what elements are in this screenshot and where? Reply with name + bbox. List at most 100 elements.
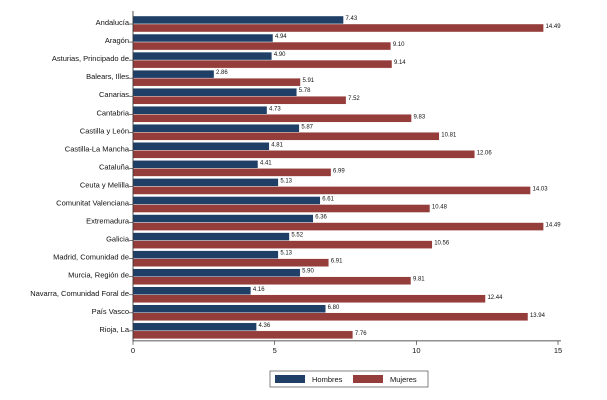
bar-hombres	[132, 33, 274, 43]
data-label-mujeres: 10.81	[441, 132, 457, 138]
data-label-mujeres: 14.49	[546, 24, 562, 30]
data-label-hombres: 2.86	[216, 70, 228, 76]
x-axis: 0 5 10 15	[129, 11, 562, 355]
bar-hombres	[132, 268, 301, 277]
bar-hombres	[132, 286, 252, 295]
data-label-mujeres: 13.94	[530, 313, 546, 319]
bar-hombres	[132, 142, 270, 151]
category-label: Madrid, Comunidad de	[53, 253, 129, 262]
data-label-mujeres: 6.99	[333, 168, 345, 174]
bar-mujeres	[132, 59, 393, 69]
category-label: Cantabria	[96, 108, 129, 117]
bar-hombres	[132, 160, 259, 169]
data-label-mujeres: 9.81	[413, 277, 425, 283]
data-label-hombres: 4.16	[253, 287, 265, 293]
bar-hombres	[132, 304, 326, 313]
category-label: Aragón	[105, 36, 129, 45]
bar-mujeres	[132, 114, 412, 123]
bar-mujeres	[132, 294, 486, 303]
data-label-mujeres: 10.56	[434, 241, 450, 247]
data-label-mujeres: 9.14	[394, 60, 406, 66]
bar-mujeres	[132, 77, 301, 87]
bar-hombres	[132, 214, 314, 223]
bar-mujeres	[132, 168, 332, 177]
data-label-mujeres: 9.10	[393, 42, 405, 48]
bar-mujeres	[132, 312, 529, 321]
bar-hombres	[132, 232, 290, 241]
data-label-hombres: 5.87	[301, 124, 313, 130]
category-label: Navarra, Comunidad Foral de	[30, 289, 129, 298]
data-label-hombres: 5.78	[299, 88, 311, 94]
data-label-hombres: 4.94	[275, 34, 287, 40]
x-tick-label: 10	[412, 346, 420, 355]
category-label: Ceuta y Melilla	[80, 180, 130, 189]
data-label-mujeres: 9.83	[414, 114, 426, 120]
bar-hombres	[132, 196, 321, 205]
bar-mujeres	[132, 204, 431, 213]
data-label-hombres: 4.36	[259, 323, 271, 329]
bar-hombres	[132, 250, 279, 259]
data-label-mujeres: 10.48	[432, 205, 448, 211]
category-label: Balears, Illes	[86, 72, 129, 81]
data-label-hombres: 4.41	[260, 160, 272, 166]
data-label-hombres: 5.90	[302, 269, 314, 275]
bar-hombres	[132, 124, 300, 133]
data-label-mujeres: 14.03	[533, 186, 549, 192]
data-label-hombres: 6.36	[315, 215, 327, 221]
bar-hombres	[132, 178, 279, 187]
data-label-hombres: 7.43	[346, 16, 358, 22]
bar-mujeres	[132, 95, 347, 105]
bar-mujeres	[132, 132, 440, 141]
category-label: Galicia	[106, 235, 130, 244]
data-label-hombres: 4.81	[271, 142, 283, 148]
category-label: Cataluña	[99, 162, 130, 171]
category-label: Andalucía	[96, 18, 130, 27]
x-tick-label: 5	[273, 346, 277, 355]
bar-hombres	[132, 69, 215, 79]
bar-mujeres	[132, 23, 544, 33]
bar-mujeres	[132, 276, 412, 285]
category-label: Rioja, La	[99, 325, 129, 334]
legend-swatch-mujeres	[353, 375, 383, 383]
bar-mujeres	[132, 258, 329, 267]
legend-label-mujeres: Mujeres	[390, 375, 417, 384]
bar-hombres	[132, 15, 344, 25]
data-label-mujeres: 12.44	[487, 295, 503, 301]
bar-mujeres	[132, 150, 475, 159]
data-label-hombres: 5.13	[280, 178, 292, 184]
legend-label-hombres: Hombres	[312, 375, 343, 384]
plot-area: Andalucía 7.43 14.49 Aragón 4.94 9.10 Asturias…	[30, 15, 562, 340]
category-label: Asturias, Principado de	[52, 54, 129, 63]
data-label-mujeres: 14.49	[546, 223, 562, 229]
data-label-mujeres: 12.06	[477, 150, 493, 156]
data-label-mujeres: 6.91	[331, 259, 343, 265]
category-label: Castilla-La Mancha	[65, 144, 130, 153]
bar-hombres	[132, 51, 273, 61]
category-label: Extremadura	[86, 217, 130, 226]
bar-hombres	[132, 87, 297, 97]
category-label: Comunitat Valenciana	[56, 199, 130, 208]
category-label: País Vasco	[92, 307, 129, 316]
legend-swatch-hombres	[275, 375, 305, 383]
data-label-hombres: 4.73	[269, 106, 281, 112]
x-tick-label: 0	[131, 346, 135, 355]
data-label-hombres: 5.52	[291, 233, 303, 239]
bar-mujeres	[132, 240, 433, 249]
data-label-hombres: 6.80	[328, 305, 340, 311]
legend: Hombres Mujeres	[269, 370, 429, 388]
bar-hombres	[132, 106, 268, 115]
bar-mujeres	[132, 41, 392, 51]
bar-hombres	[132, 322, 257, 332]
x-tick-label: 15	[554, 346, 562, 355]
data-label-mujeres: 7.76	[355, 331, 367, 337]
category-label: Canarias	[99, 90, 129, 99]
category-label: Murcia, Región de	[68, 271, 129, 280]
data-label-hombres: 4.90	[274, 52, 286, 58]
bar-mujeres	[132, 222, 544, 231]
data-label-mujeres: 5.91	[302, 78, 314, 84]
category-label: Castilla y León	[80, 126, 129, 135]
data-label-hombres: 6.61	[322, 197, 334, 203]
bar-mujeres	[132, 186, 531, 195]
legend-box	[269, 370, 429, 388]
